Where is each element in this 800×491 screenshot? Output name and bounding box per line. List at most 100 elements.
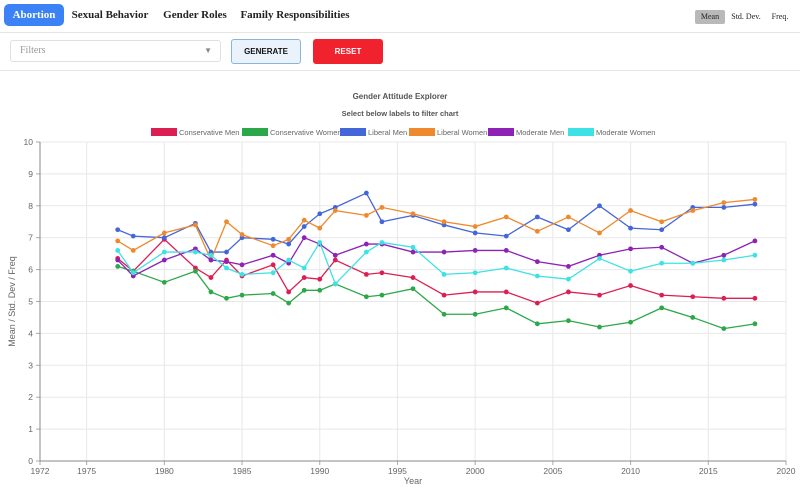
data-point[interactable] (317, 225, 323, 231)
data-point[interactable] (721, 295, 727, 301)
filters-select[interactable]: Filters ▼ (10, 40, 221, 62)
data-point[interactable] (534, 321, 540, 327)
legend-label[interactable]: Moderate Women (596, 128, 655, 137)
data-point[interactable] (628, 246, 633, 252)
data-point[interactable] (161, 230, 167, 236)
data-point[interactable] (224, 295, 229, 301)
data-point[interactable] (115, 264, 121, 269)
data-point[interactable] (566, 264, 571, 269)
legend-swatch[interactable] (340, 128, 366, 136)
data-point[interactable] (534, 273, 540, 279)
data-point[interactable] (659, 305, 665, 311)
legend-label[interactable]: Moderate Men (516, 128, 564, 137)
data-point[interactable] (410, 275, 416, 280)
data-point[interactable] (363, 241, 369, 247)
legend-swatch[interactable] (488, 128, 514, 136)
data-point[interactable] (410, 286, 416, 292)
data-point[interactable] (161, 279, 167, 285)
data-point[interactable] (410, 211, 416, 217)
data-point[interactable] (239, 232, 245, 237)
legend-swatch[interactable] (151, 128, 177, 136)
data-point[interactable] (472, 224, 478, 229)
data-point[interactable] (270, 262, 276, 268)
data-point[interactable] (659, 292, 665, 298)
data-point[interactable] (690, 260, 696, 266)
data-point[interactable] (115, 227, 121, 233)
data-point[interactable] (752, 197, 758, 202)
data-point[interactable] (317, 240, 323, 245)
legend-swatch[interactable] (568, 128, 594, 136)
data-point[interactable] (441, 311, 447, 317)
data-point[interactable] (270, 243, 276, 249)
data-point[interactable] (379, 204, 385, 210)
data-point[interactable] (597, 230, 602, 236)
data-point[interactable] (566, 276, 571, 282)
data-point[interactable] (628, 208, 633, 213)
data-point[interactable] (721, 252, 727, 258)
data-point[interactable] (441, 292, 447, 298)
data-point[interactable] (301, 224, 307, 229)
data-point[interactable] (317, 287, 323, 293)
tab-sexual-behavior[interactable]: Sexual Behavior (71, 9, 149, 21)
data-point[interactable] (301, 287, 307, 293)
data-point[interactable] (721, 200, 727, 206)
reset-button[interactable]: RESET (313, 39, 383, 64)
data-point[interactable] (379, 270, 385, 276)
data-point[interactable] (503, 214, 509, 220)
data-point[interactable] (503, 233, 509, 239)
data-point[interactable] (130, 233, 136, 239)
data-point[interactable] (721, 326, 727, 332)
data-point[interactable] (363, 271, 369, 277)
data-point[interactable] (363, 294, 369, 300)
data-point[interactable] (301, 235, 307, 241)
data-point[interactable] (597, 203, 602, 209)
data-point[interactable] (566, 227, 571, 233)
data-point[interactable] (193, 249, 198, 255)
data-point[interactable] (379, 240, 385, 245)
data-point[interactable] (363, 190, 369, 196)
mean-toggle[interactable]: Mean (695, 10, 725, 24)
data-point[interactable] (270, 252, 276, 258)
data-point[interactable] (597, 256, 602, 261)
data-point[interactable] (659, 260, 665, 266)
data-point[interactable] (472, 311, 478, 317)
data-point[interactable] (628, 319, 633, 325)
data-point[interactable] (208, 275, 214, 280)
data-point[interactable] (441, 271, 447, 277)
data-point[interactable] (566, 318, 571, 324)
data-point[interactable] (193, 222, 198, 228)
data-point[interactable] (224, 259, 229, 265)
data-point[interactable] (752, 321, 758, 327)
data-point[interactable] (379, 219, 385, 225)
data-point[interactable] (659, 244, 665, 250)
data-point[interactable] (503, 248, 509, 253)
std-dev-toggle[interactable]: Std. Dev. (731, 12, 761, 21)
data-point[interactable] (534, 300, 540, 306)
data-point[interactable] (752, 201, 758, 207)
data-point[interactable] (115, 257, 121, 263)
data-point[interactable] (534, 214, 540, 220)
data-point[interactable] (161, 249, 167, 255)
tab-abortion[interactable]: Abortion (4, 4, 64, 26)
data-point[interactable] (270, 236, 276, 242)
data-point[interactable] (441, 249, 447, 255)
data-point[interactable] (363, 212, 369, 218)
data-point[interactable] (752, 252, 758, 258)
data-point[interactable] (534, 228, 540, 234)
data-point[interactable] (628, 225, 633, 231)
data-point[interactable] (752, 238, 758, 244)
data-point[interactable] (534, 259, 540, 265)
data-point[interactable] (224, 265, 229, 271)
data-point[interactable] (130, 270, 136, 276)
data-point[interactable] (410, 244, 416, 250)
data-point[interactable] (286, 300, 292, 306)
freq-toggle[interactable]: Freq. (771, 12, 789, 21)
data-point[interactable] (690, 315, 696, 320)
data-point[interactable] (317, 276, 323, 282)
data-point[interactable] (239, 292, 245, 298)
data-point[interactable] (193, 268, 198, 274)
data-point[interactable] (115, 248, 121, 253)
data-point[interactable] (628, 283, 633, 288)
data-point[interactable] (301, 275, 307, 280)
data-point[interactable] (239, 262, 245, 268)
